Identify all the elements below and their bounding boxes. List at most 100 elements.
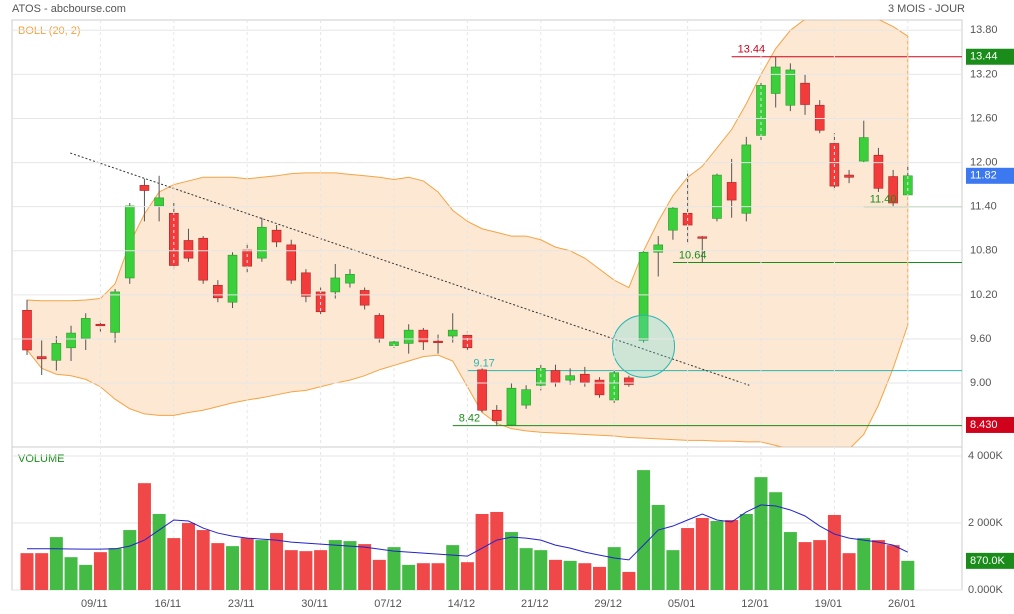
volume-bar xyxy=(769,492,783,590)
candle-body xyxy=(359,290,370,306)
volume-bar xyxy=(548,559,562,590)
y-tick-label: 9.00 xyxy=(970,377,991,389)
volume-bar xyxy=(167,538,181,590)
price-tag-label: 8.430 xyxy=(970,419,998,431)
volume-bar xyxy=(901,560,915,590)
candle-body xyxy=(668,207,678,231)
volume-bar xyxy=(79,564,93,590)
volume-bar xyxy=(607,547,621,590)
volume-bar xyxy=(358,544,372,590)
candle-body xyxy=(330,277,341,293)
candle-body xyxy=(521,389,531,406)
y-tick-label: 12.60 xyxy=(970,112,998,124)
candle-body xyxy=(491,409,502,421)
volume-bar xyxy=(402,564,416,590)
candle-body xyxy=(183,240,194,259)
candle-body xyxy=(741,144,752,214)
candle-body xyxy=(800,82,810,105)
price-tag-label: 11.82 xyxy=(970,170,997,182)
candle-body xyxy=(462,334,473,349)
x-tick-label: 21/12 xyxy=(521,598,549,610)
candle-body xyxy=(477,369,487,411)
candle-body xyxy=(638,251,649,341)
indicator-label: BOLL (20, 2) xyxy=(18,25,81,37)
volume-bar xyxy=(534,550,548,590)
trendline xyxy=(70,152,750,386)
price-tag xyxy=(966,416,1014,433)
level-label: 9.17 xyxy=(473,357,494,369)
volume-bar xyxy=(578,563,592,590)
y-tick-label: 9.60 xyxy=(970,333,991,345)
volume-bar xyxy=(328,540,342,590)
volume-bar xyxy=(475,513,489,590)
volume-bar xyxy=(152,513,166,590)
candle-body xyxy=(301,272,311,297)
candle-body xyxy=(785,69,796,106)
volume-bar xyxy=(20,553,34,590)
volume-bar xyxy=(886,545,900,590)
price-tag-label: 13.44 xyxy=(970,51,998,63)
volume-bar xyxy=(695,517,709,590)
candle-body xyxy=(433,340,443,343)
x-tick-label: 26/01 xyxy=(888,598,916,610)
volume-bar xyxy=(504,532,518,590)
volume-average xyxy=(27,504,909,561)
candle-body xyxy=(712,174,722,219)
candle-body xyxy=(447,329,458,337)
volume-bar xyxy=(314,550,328,590)
candle-body xyxy=(550,370,561,384)
volume-title: VOLUME xyxy=(18,453,64,465)
volume-bar xyxy=(519,548,533,590)
volume-bar xyxy=(387,547,401,590)
volume-bar xyxy=(108,548,122,590)
y-tick-label: 10.80 xyxy=(970,245,998,257)
volume-bar xyxy=(226,546,240,590)
candle-body xyxy=(22,310,32,351)
y-tick-label: 12.00 xyxy=(970,156,998,168)
x-tick-label: 05/01 xyxy=(668,598,696,610)
volume-bar xyxy=(240,538,254,590)
plot-frame xyxy=(11,19,963,591)
volume-bar xyxy=(871,540,885,590)
volume-bar xyxy=(842,553,856,590)
volume-bar xyxy=(637,470,651,590)
volume-bar xyxy=(49,537,63,590)
candle-body xyxy=(873,154,884,189)
volume-bar xyxy=(123,530,137,590)
volume-bar xyxy=(64,557,78,590)
x-tick-label: 19/01 xyxy=(815,598,843,610)
x-tick-label: 09/11 xyxy=(81,598,108,610)
candle-body xyxy=(124,205,135,279)
volume-bar xyxy=(416,563,430,590)
highlight-circle xyxy=(612,314,676,378)
price-tag xyxy=(966,167,1014,184)
volume-bar xyxy=(181,523,195,590)
candle-body xyxy=(624,377,634,385)
candle-body xyxy=(594,379,605,396)
volume-bar xyxy=(255,540,269,590)
volume-bar xyxy=(651,504,665,590)
candle-body xyxy=(653,244,664,253)
volume-bar xyxy=(813,540,827,590)
volume-bar xyxy=(211,543,225,590)
candle-body xyxy=(506,387,517,426)
y-tick-label: 13.80 xyxy=(970,24,998,36)
x-tick-label: 07/12 xyxy=(374,598,402,610)
candle-body xyxy=(198,237,208,281)
level-label: 13.44 xyxy=(738,44,766,56)
volume-bar xyxy=(725,520,739,590)
candle-body xyxy=(51,343,62,361)
candle-body xyxy=(227,254,238,303)
page-title: ATOS - abcbourse.com xyxy=(12,3,126,15)
volume-bar xyxy=(783,532,797,590)
candle-body xyxy=(844,174,854,178)
candle-body xyxy=(213,285,223,299)
y-tick-label: 11.40 xyxy=(970,201,997,213)
x-tick-label: 12/01 xyxy=(741,598,769,610)
volume-tag-label: 870.0K xyxy=(970,555,1006,567)
level-label: 10.64 xyxy=(679,249,707,261)
volume-bar xyxy=(431,563,445,590)
volume-bar xyxy=(857,538,871,590)
volume-bar xyxy=(827,514,841,590)
